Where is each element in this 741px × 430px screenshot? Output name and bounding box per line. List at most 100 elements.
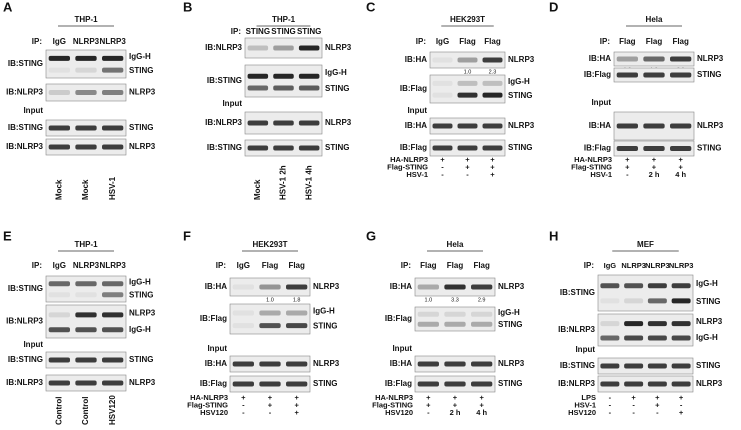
band (247, 45, 269, 51)
ip-lane: Flag (473, 261, 490, 270)
band-label: STING (498, 320, 522, 329)
band (273, 73, 294, 79)
condition-mark: + (655, 393, 660, 402)
band (643, 146, 665, 151)
band (671, 321, 691, 327)
condition-mark: + (453, 400, 458, 409)
band (624, 283, 644, 289)
blot-label: IB:STING (8, 284, 43, 293)
lane-label: Mock (81, 179, 90, 200)
band-label: NLRP3 (696, 379, 723, 388)
ip-label: IP: (32, 261, 42, 270)
condition-mark: + (465, 162, 470, 171)
band-label: STING (508, 91, 532, 100)
band (647, 321, 667, 327)
condition-mark: + (268, 400, 273, 409)
band-label: IgG-H (129, 278, 151, 287)
blot-label: IB:STING (560, 361, 595, 370)
condition-mark: + (679, 393, 684, 402)
blot (429, 51, 506, 69)
band (232, 323, 254, 329)
band (616, 146, 638, 151)
band (247, 145, 269, 151)
band (232, 284, 254, 290)
band (259, 381, 281, 387)
ip-lane: Flag (262, 261, 279, 270)
band-label: NLRP3 (325, 43, 352, 52)
band-label: NLRP3 (129, 142, 156, 151)
band-label: IgG-H (129, 325, 151, 334)
band (75, 281, 97, 287)
band (457, 80, 478, 86)
condition-label: HA-NLRP3 (375, 393, 413, 402)
blot-label: IB:HA (589, 121, 611, 130)
condition-mark: + (479, 400, 484, 409)
band-label: NLRP3 (508, 55, 535, 64)
band (247, 120, 269, 126)
quantification: 2.3 (489, 69, 497, 75)
band (273, 85, 294, 91)
panel-letter: D (549, 0, 558, 14)
band (273, 120, 294, 126)
blot-label: IB:NLRP3 (6, 142, 43, 151)
condition-mark: + (294, 400, 299, 409)
condition-label: LPS (581, 393, 596, 402)
blot (597, 357, 694, 375)
band (259, 284, 281, 290)
panel-letter: C (366, 0, 376, 14)
input-label: Input (23, 106, 43, 115)
band (471, 311, 493, 317)
band (624, 335, 644, 341)
cell-line: THP-1 (74, 15, 98, 24)
band (48, 357, 70, 363)
ip-lane: NLRP3 (669, 261, 694, 270)
band (432, 80, 453, 86)
ip-lane: IgG (436, 37, 449, 46)
band (286, 284, 308, 290)
band-label: STING (325, 143, 349, 152)
ip-label: IP: (584, 261, 594, 270)
blot-label: IB:NLRP3 (205, 43, 242, 52)
blot-label: IB:Flag (200, 314, 227, 323)
blot (244, 37, 323, 59)
band (482, 145, 503, 151)
input-label: Input (23, 340, 43, 349)
blot-label: IB:NLRP3 (6, 317, 43, 326)
ip-lane: Flag (484, 37, 501, 46)
condition-label: HSV-1 (590, 170, 612, 179)
band (457, 92, 478, 98)
band-label: STING (498, 379, 522, 388)
band (102, 67, 124, 73)
band-label: STING (313, 322, 337, 331)
ip-lane: Flag (619, 37, 636, 46)
band (624, 363, 644, 369)
band (102, 90, 124, 95)
condition-label: HSV120 (385, 408, 413, 417)
band (444, 361, 466, 367)
blot (414, 306, 496, 332)
band (600, 298, 620, 304)
band-label: NLRP3 (498, 282, 525, 291)
band (432, 92, 453, 98)
condition-label: Flag-STING (187, 400, 228, 409)
lane-label: Mock (253, 179, 262, 200)
condition-mark: + (294, 408, 299, 417)
blot (244, 64, 323, 98)
band (102, 380, 124, 386)
band (647, 298, 667, 304)
band-label: STING (697, 70, 721, 79)
band-label: STING (129, 355, 153, 364)
band-label: NLRP3 (325, 118, 352, 127)
band (286, 361, 308, 367)
band (298, 45, 320, 51)
ip-lane: IgG (237, 261, 250, 270)
ip-lane: NLRP3 (645, 261, 670, 270)
blot-label: IB:Flag (200, 379, 227, 388)
condition-mark: + (426, 393, 431, 402)
band (643, 123, 665, 129)
cell-line: HEK293T (450, 15, 485, 24)
band (232, 381, 254, 387)
input-label: Input (591, 98, 611, 107)
condition-label: HSV120 (568, 408, 596, 417)
